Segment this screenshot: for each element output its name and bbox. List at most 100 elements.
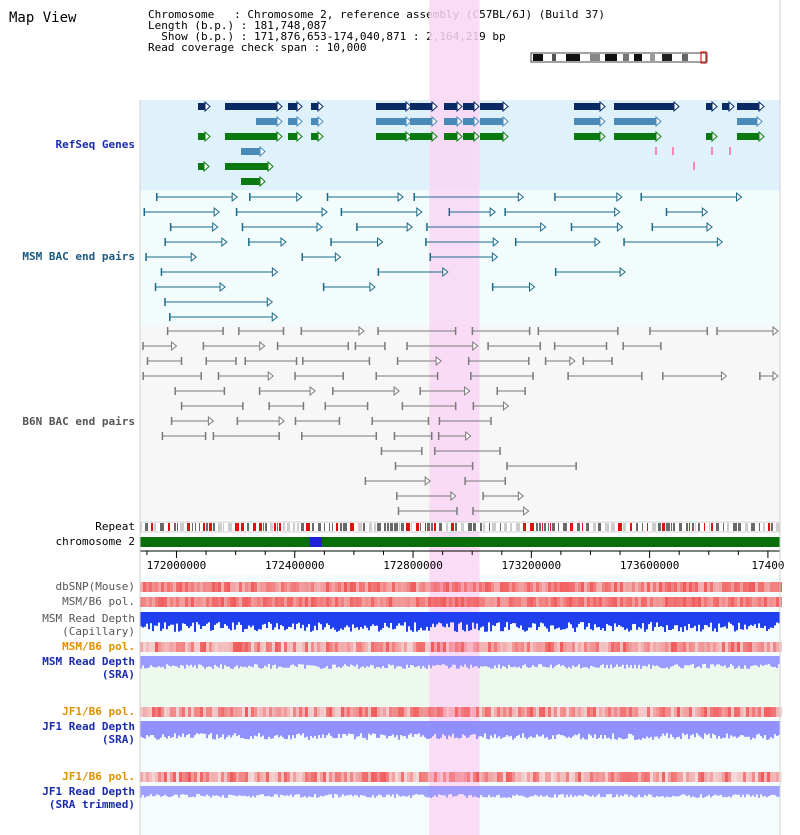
msm-capillary-depth-bar bbox=[746, 612, 748, 630]
gene-feature[interactable] bbox=[311, 118, 318, 125]
gene-feature[interactable] bbox=[288, 133, 297, 140]
dbsnp-heat-cell bbox=[386, 582, 389, 592]
gene-feature[interactable] bbox=[480, 103, 503, 110]
chromosome-bar[interactable] bbox=[140, 537, 780, 547]
gene-feature[interactable] bbox=[463, 133, 474, 140]
msm-sra-depth-bar bbox=[588, 656, 590, 669]
msm-b6-pol-heat-cell bbox=[530, 597, 533, 607]
bac-end-arrow bbox=[393, 385, 400, 397]
repeat-track[interactable] bbox=[139, 521, 781, 533]
msm-sra-depth-bar bbox=[568, 656, 570, 667]
ideogram-body[interactable] bbox=[530, 52, 708, 63]
msm-sra-depth-bar bbox=[166, 656, 168, 665]
jf1-sra-depth-bar bbox=[514, 721, 516, 738]
jf1-trimmed-depth-bar bbox=[422, 786, 424, 795]
gene-feature[interactable] bbox=[737, 118, 757, 125]
msm-capillary-depth-bar bbox=[342, 612, 344, 630]
jf1-b6-trim-pol-heat-cell bbox=[353, 772, 356, 782]
gene-feature[interactable] bbox=[706, 133, 712, 140]
jf1-trimmed-depth-bar bbox=[426, 786, 428, 798]
gene-feature[interactable] bbox=[480, 118, 503, 125]
gene-feature[interactable] bbox=[410, 133, 432, 140]
jf1-sra-depth-bar bbox=[422, 721, 424, 736]
gene-feature[interactable] bbox=[198, 103, 205, 110]
jf1-b6-pol-heat-cell bbox=[623, 707, 626, 717]
gene-feature[interactable] bbox=[225, 163, 268, 170]
gene-feature[interactable] bbox=[737, 133, 759, 140]
gene-feature[interactable] bbox=[311, 133, 318, 140]
jf1-b6-pol-heat-cell bbox=[182, 707, 185, 717]
jf1-b6-trim-pol-heat-cell bbox=[185, 772, 188, 782]
gene-feature[interactable] bbox=[410, 103, 432, 110]
gene-feature[interactable] bbox=[574, 118, 600, 125]
gene-feature[interactable] bbox=[614, 103, 674, 110]
msm-sra-depth-bar bbox=[552, 656, 554, 669]
msm-b6-sra-pol-heat-cell bbox=[668, 642, 671, 652]
jf1-b6-pol-heat-cell bbox=[281, 707, 284, 717]
jf1-b6-trim-pol-heat-cell bbox=[314, 772, 317, 782]
b6n-bac-end-pairs-track[interactable] bbox=[142, 325, 779, 517]
jf1-trimmed-depth-bar bbox=[658, 786, 660, 797]
refseq-genes-track[interactable] bbox=[198, 100, 765, 188]
gene-feature[interactable] bbox=[737, 103, 759, 110]
gene-feature[interactable] bbox=[288, 118, 297, 125]
dbsnp-heat-cell bbox=[491, 582, 494, 592]
repeat-element bbox=[387, 523, 389, 531]
gene-feature[interactable] bbox=[614, 118, 656, 125]
jf1-sra-depth-bar bbox=[592, 721, 594, 738]
msm-b6-sra-pol-heat-cell bbox=[755, 642, 758, 652]
gene-feature[interactable] bbox=[376, 103, 406, 110]
gene-feature[interactable] bbox=[225, 133, 277, 140]
jf1-b6-pol-heat-cell bbox=[665, 707, 668, 717]
gene-feature[interactable] bbox=[444, 133, 457, 140]
gene-feature[interactable] bbox=[574, 133, 600, 140]
gene-feature[interactable] bbox=[241, 148, 260, 155]
gene-feature[interactable] bbox=[311, 103, 318, 110]
gene-feature[interactable] bbox=[198, 133, 205, 140]
msm-sra-depth-bar bbox=[206, 656, 208, 667]
jf1-sra-depth-bar bbox=[512, 721, 514, 740]
gene-feature[interactable] bbox=[444, 103, 457, 110]
gene-feature[interactable] bbox=[574, 103, 600, 110]
chromosome-ideogram[interactable] bbox=[530, 51, 708, 64]
gene-feature[interactable] bbox=[722, 103, 729, 110]
gene-feature[interactable] bbox=[463, 118, 474, 125]
jf1-trimmed-depth-bar bbox=[402, 786, 404, 796]
gene-feature[interactable] bbox=[463, 103, 474, 110]
gene-feature[interactable] bbox=[706, 103, 712, 110]
gene-feature[interactable] bbox=[256, 118, 277, 125]
gene-feature[interactable] bbox=[198, 163, 204, 170]
msm-b6-pol-heat-cell bbox=[572, 597, 575, 607]
dbsnp-heat-cell bbox=[527, 582, 530, 592]
gene-feature[interactable] bbox=[444, 118, 457, 125]
jf1-sra-depth-bar bbox=[562, 721, 564, 736]
dbsnp-heat-cell bbox=[350, 582, 353, 592]
repeat-element bbox=[209, 523, 212, 531]
dbsnp-heat-cell bbox=[242, 582, 245, 592]
chromosome-track[interactable] bbox=[140, 537, 780, 547]
msm-sra-depth-bar bbox=[158, 656, 160, 667]
jf1-b6-pol-heat-cell bbox=[650, 707, 653, 717]
msm-bac-end-pairs-track[interactable] bbox=[143, 191, 743, 323]
gene-feature[interactable] bbox=[225, 103, 277, 110]
gene-feature[interactable] bbox=[614, 133, 656, 140]
gene-feature[interactable] bbox=[376, 118, 406, 125]
gene-feature[interactable] bbox=[376, 133, 406, 140]
jf1-sra-depth-bar bbox=[200, 721, 202, 734]
gene-feature[interactable] bbox=[410, 118, 432, 125]
msm-capillary-depth-bar bbox=[300, 612, 302, 629]
msm-b6-sra-pol-heat-cell bbox=[293, 642, 296, 652]
jf1-sra-depth-bar bbox=[704, 721, 706, 734]
gene-feature[interactable] bbox=[241, 178, 260, 185]
dbsnp-heat-cell bbox=[683, 582, 686, 592]
jf1-sra-depth-bar bbox=[540, 721, 542, 737]
dbsnp-heat-cell bbox=[254, 582, 257, 592]
dbsnp-heat-cell bbox=[407, 582, 410, 592]
jf1-sra-depth-bar bbox=[614, 721, 616, 739]
gene-feature[interactable] bbox=[480, 133, 503, 140]
jf1-sra-depth-bar bbox=[294, 721, 296, 739]
gene-feature[interactable] bbox=[288, 103, 297, 110]
repeat-element bbox=[455, 523, 457, 531]
bac-end-arrow bbox=[716, 236, 724, 248]
